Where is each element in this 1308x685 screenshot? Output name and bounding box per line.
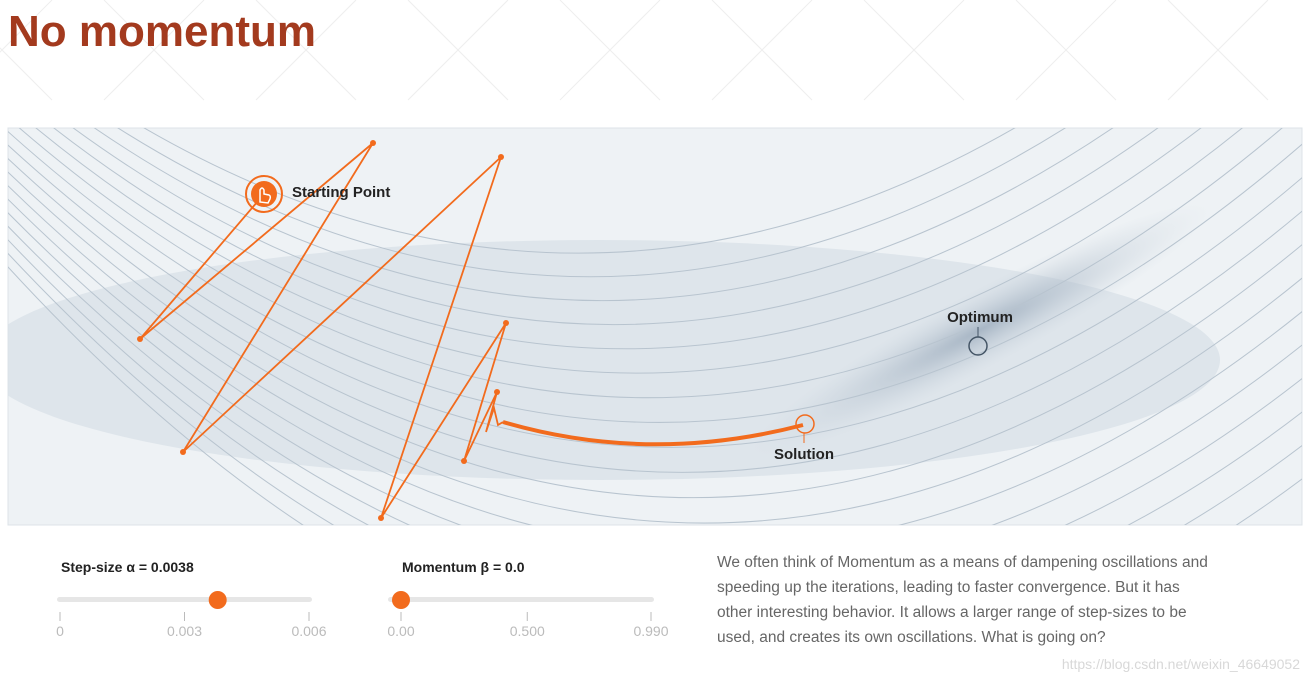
background-pattern [0, 0, 1269, 101]
slider-track[interactable] [388, 597, 654, 602]
page-title: No momentum [8, 7, 316, 56]
slider-label: Step-size α = 0.0038 [61, 559, 194, 575]
description-line: speeding up the iterations, leading to f… [717, 579, 1180, 596]
contour [8, 185, 1302, 524]
slider-track[interactable] [57, 597, 312, 602]
slider-tick-label: 0.990 [633, 623, 668, 639]
iterate [503, 320, 509, 326]
contour [8, 198, 1302, 525]
iterate [494, 389, 500, 395]
trajectory-points [137, 140, 509, 521]
contour [8, 157, 1302, 473]
iterate [137, 336, 143, 342]
iterate [461, 458, 467, 464]
iterate [378, 515, 384, 521]
pattern-line [711, 0, 813, 101]
trajectory-converge [502, 420, 804, 447]
iterate [498, 154, 504, 160]
description: We often think of Momentum as a means of… [717, 550, 1297, 650]
pattern-line [863, 0, 965, 101]
pattern-line [407, 0, 509, 101]
pattern-line [255, 0, 357, 101]
iterate [370, 140, 376, 146]
slider-tick-label: 0.003 [167, 623, 202, 639]
optimum-label: Optimum [947, 309, 1013, 326]
slider-tick-label: 0.500 [510, 623, 545, 639]
pattern-line [0, 0, 53, 53]
contour [8, 225, 1302, 525]
slider-tick-label: 0.006 [291, 623, 326, 639]
contour [18, 128, 1283, 399]
contour [8, 252, 1302, 525]
watermark: https://blog.csdn.net/weixin_46649052 [1061, 656, 1300, 672]
contour [93, 128, 1114, 302]
slider-label: Momentum β = 0.0 [402, 559, 525, 575]
contour [8, 266, 1302, 525]
contour [72, 128, 1159, 326]
slider-knob[interactable] [208, 591, 227, 609]
description-line: other interesting behavior. It allows a … [717, 604, 1187, 621]
contour [35, 128, 1243, 374]
contour [143, 128, 1016, 254]
contour [8, 239, 1302, 525]
valley-shade [8, 240, 1220, 480]
sliders: Step-size α = 0.0038 0 0.003 0.006 Momentum … [56, 559, 669, 639]
iterate [180, 449, 186, 455]
contour [8, 130, 1302, 423]
contour [8, 144, 1302, 448]
contour [8, 212, 1302, 525]
slider-tick-label: 0.00 [387, 623, 414, 639]
pattern-line [103, 0, 205, 101]
valley-core [749, 203, 1211, 457]
slider-knob[interactable] [392, 591, 410, 609]
pattern-line [1167, 0, 1269, 101]
start-label: Starting Point [292, 184, 390, 201]
hand-icon [259, 187, 272, 204]
solution-marker [795, 414, 815, 434]
contour [117, 128, 1067, 278]
contour [8, 171, 1302, 499]
pattern-line [1015, 0, 1117, 101]
contour [53, 128, 1202, 350]
description-line: We often think of Momentum as a means of… [717, 554, 1208, 571]
slider-tick-label: 0 [56, 623, 64, 639]
solution-label: Solution [774, 446, 834, 463]
pattern-line [559, 0, 661, 101]
start-ring[interactable] [245, 175, 283, 213]
description-line: used, and creates its own oscillations. … [717, 629, 1106, 646]
